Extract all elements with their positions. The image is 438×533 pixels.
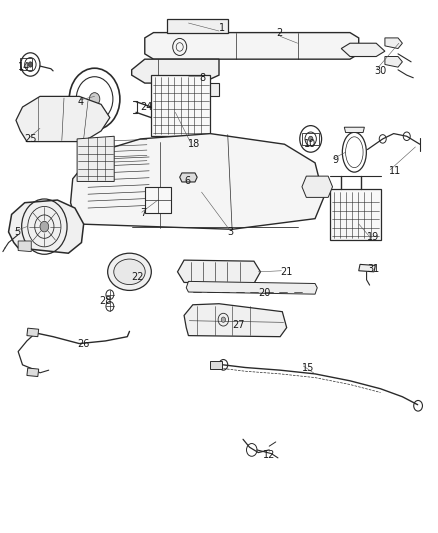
Text: 11: 11 [389, 166, 402, 176]
Polygon shape [359, 264, 375, 272]
Text: 22: 22 [132, 272, 144, 282]
Text: 31: 31 [367, 264, 380, 274]
Text: 10: 10 [304, 139, 316, 149]
Polygon shape [18, 241, 31, 252]
Polygon shape [210, 361, 223, 368]
Text: 2: 2 [276, 28, 282, 38]
Text: 9: 9 [332, 155, 339, 165]
Polygon shape [77, 136, 114, 181]
Polygon shape [177, 260, 261, 284]
Text: 14: 14 [18, 62, 30, 72]
Circle shape [28, 62, 32, 67]
Text: 7: 7 [141, 208, 147, 219]
Text: 4: 4 [77, 96, 83, 107]
Circle shape [40, 221, 49, 232]
Text: 28: 28 [99, 296, 111, 306]
Polygon shape [330, 189, 381, 240]
Polygon shape [180, 173, 197, 182]
Polygon shape [166, 19, 228, 33]
Text: 5: 5 [14, 227, 20, 237]
Text: 25: 25 [25, 134, 37, 144]
Polygon shape [341, 43, 385, 56]
Ellipse shape [108, 253, 151, 290]
Polygon shape [385, 56, 403, 67]
Polygon shape [186, 281, 317, 294]
Polygon shape [158, 83, 219, 96]
Text: 12: 12 [263, 450, 275, 460]
Text: 18: 18 [188, 139, 201, 149]
Circle shape [89, 93, 100, 106]
Circle shape [221, 317, 226, 322]
Polygon shape [151, 75, 210, 136]
Polygon shape [344, 127, 364, 133]
Polygon shape [16, 96, 110, 142]
Text: 15: 15 [302, 362, 314, 373]
Text: 3: 3 [228, 227, 234, 237]
Text: 24: 24 [141, 102, 153, 112]
Polygon shape [145, 187, 171, 213]
Ellipse shape [114, 259, 145, 285]
Polygon shape [184, 304, 287, 337]
Text: 1: 1 [219, 22, 225, 33]
Text: 30: 30 [374, 66, 386, 76]
Polygon shape [145, 33, 359, 59]
Polygon shape [132, 59, 219, 83]
Text: 20: 20 [258, 288, 271, 298]
Polygon shape [385, 38, 403, 49]
Text: 6: 6 [184, 176, 190, 187]
Text: 8: 8 [199, 73, 205, 83]
Text: 27: 27 [232, 320, 244, 330]
Circle shape [308, 136, 313, 142]
Polygon shape [27, 368, 39, 376]
Text: 19: 19 [367, 232, 380, 243]
Polygon shape [71, 134, 324, 229]
Text: 26: 26 [77, 338, 89, 349]
Polygon shape [302, 176, 332, 197]
Polygon shape [27, 328, 39, 337]
Polygon shape [9, 200, 84, 253]
Text: 21: 21 [280, 267, 293, 277]
